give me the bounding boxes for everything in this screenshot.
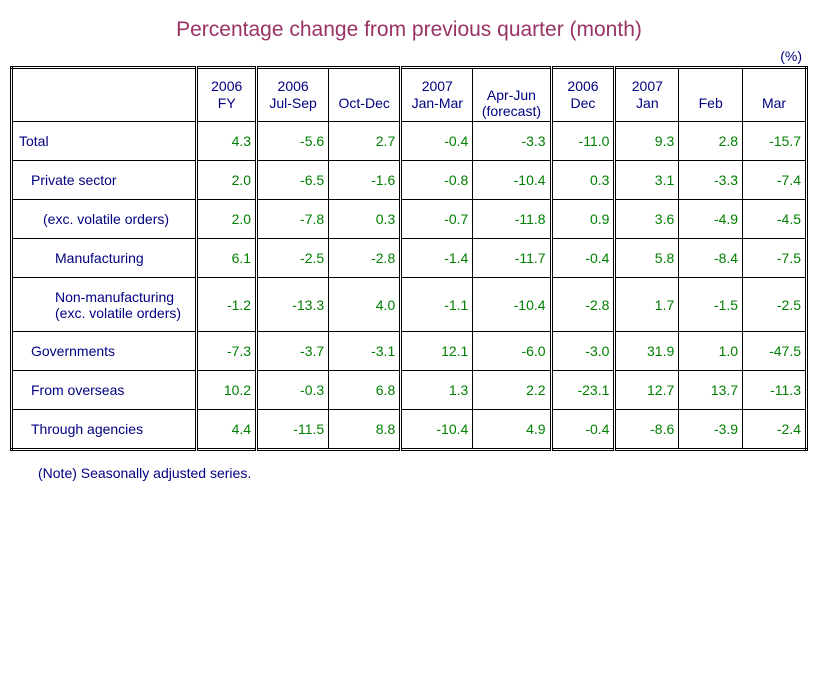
cell-value: -2.8	[329, 239, 401, 278]
cell-value: -47.5	[743, 332, 807, 371]
cell-value: -0.7	[401, 200, 473, 239]
cell-value: -7.8	[257, 200, 329, 239]
cell-value: -7.3	[197, 332, 257, 371]
cell-value: -7.4	[743, 161, 807, 200]
cell-value: -23.1	[551, 371, 615, 410]
cell-value: 2.0	[197, 161, 257, 200]
header-feb: Feb	[679, 68, 743, 122]
row-label: Governments	[12, 332, 197, 371]
cell-value: -1.4	[401, 239, 473, 278]
page-title: Percentage change from previous quarter …	[10, 18, 808, 42]
cell-value: -0.4	[551, 410, 615, 450]
cell-value: -6.5	[257, 161, 329, 200]
cell-value: -3.7	[257, 332, 329, 371]
cell-value: 0.3	[329, 200, 401, 239]
cell-value: -11.7	[473, 239, 551, 278]
cell-value: -8.4	[679, 239, 743, 278]
unit-label: (%)	[10, 48, 808, 64]
cell-value: -11.3	[743, 371, 807, 410]
cell-value: 5.8	[615, 239, 679, 278]
cell-value: -13.3	[257, 278, 329, 332]
cell-value: -10.4	[401, 410, 473, 450]
cell-value: 12.7	[615, 371, 679, 410]
cell-value: -2.8	[551, 278, 615, 332]
row-label: Non-manufacturing (exc. volatile orders)	[12, 278, 197, 332]
cell-value: 13.7	[679, 371, 743, 410]
cell-value: 0.9	[551, 200, 615, 239]
cell-value: 12.1	[401, 332, 473, 371]
cell-value: -10.4	[473, 161, 551, 200]
cell-value: -11.8	[473, 200, 551, 239]
cell-value: -3.1	[329, 332, 401, 371]
cell-value: -7.5	[743, 239, 807, 278]
cell-value: 4.4	[197, 410, 257, 450]
cell-value: 2.8	[679, 122, 743, 161]
cell-value: -1.2	[197, 278, 257, 332]
cell-value: -15.7	[743, 122, 807, 161]
cell-value: -0.4	[551, 239, 615, 278]
cell-value: 3.1	[615, 161, 679, 200]
cell-value: 6.8	[329, 371, 401, 410]
cell-value: -0.8	[401, 161, 473, 200]
header-jan: 2007Jan	[615, 68, 679, 122]
cell-value: -2.5	[743, 278, 807, 332]
cell-value: -8.6	[615, 410, 679, 450]
cell-value: 3.6	[615, 200, 679, 239]
cell-value: -11.0	[551, 122, 615, 161]
cell-value: -2.5	[257, 239, 329, 278]
cell-value: -3.3	[679, 161, 743, 200]
cell-value: -1.6	[329, 161, 401, 200]
cell-value: -0.3	[257, 371, 329, 410]
cell-value: 2.2	[473, 371, 551, 410]
cell-value: -1.5	[679, 278, 743, 332]
cell-value: -5.6	[257, 122, 329, 161]
cell-value: 9.3	[615, 122, 679, 161]
cell-value: 4.0	[329, 278, 401, 332]
cell-value: 4.9	[473, 410, 551, 450]
header-julsep: 2006Jul-Sep	[257, 68, 329, 122]
cell-value: -10.4	[473, 278, 551, 332]
cell-value: -4.5	[743, 200, 807, 239]
cell-value: 1.3	[401, 371, 473, 410]
cell-value: -6.0	[473, 332, 551, 371]
cell-value: 2.0	[197, 200, 257, 239]
cell-value: -3.9	[679, 410, 743, 450]
cell-value: 1.7	[615, 278, 679, 332]
header-mar: Mar	[743, 68, 807, 122]
cell-value: -1.1	[401, 278, 473, 332]
cell-value: 1.0	[679, 332, 743, 371]
row-label: Private sector	[12, 161, 197, 200]
cell-value: 0.3	[551, 161, 615, 200]
header-aprjun: Apr-Jun(forecast)	[473, 68, 551, 122]
header-octdec: Oct-Dec	[329, 68, 401, 122]
row-label: From overseas	[12, 371, 197, 410]
cell-value: -2.4	[743, 410, 807, 450]
cell-value: -4.9	[679, 200, 743, 239]
row-label: Manufacturing	[12, 239, 197, 278]
cell-value: 4.3	[197, 122, 257, 161]
cell-value: 6.1	[197, 239, 257, 278]
header-blank	[12, 68, 197, 122]
header-dec: 2006Dec	[551, 68, 615, 122]
header-fy: 2006FY	[197, 68, 257, 122]
data-table: 2006FY 2006Jul-Sep Oct-Dec 2007Jan-Mar A…	[10, 66, 808, 451]
row-label: (exc. volatile orders)	[12, 200, 197, 239]
cell-value: -0.4	[401, 122, 473, 161]
cell-value: -3.0	[551, 332, 615, 371]
cell-value: 31.9	[615, 332, 679, 371]
cell-value: 2.7	[329, 122, 401, 161]
cell-value: -11.5	[257, 410, 329, 450]
cell-value: -3.3	[473, 122, 551, 161]
header-janmar: 2007Jan-Mar	[401, 68, 473, 122]
row-label: Total	[12, 122, 197, 161]
cell-value: 8.8	[329, 410, 401, 450]
footnote: (Note) Seasonally adjusted series.	[10, 451, 808, 481]
cell-value: 10.2	[197, 371, 257, 410]
row-label: Through agencies	[12, 410, 197, 450]
